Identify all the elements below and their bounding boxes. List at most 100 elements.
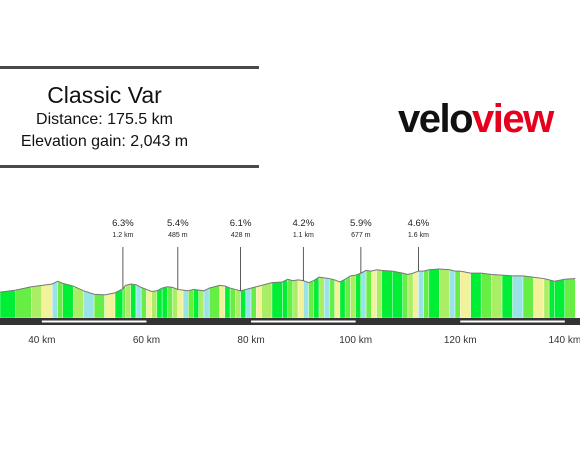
- bottom-rule: [0, 165, 259, 168]
- climb-length-label: 1.6 km: [408, 232, 429, 239]
- gradient-segment: [261, 282, 273, 319]
- gradient-segment: [371, 269, 377, 319]
- climb-length-label: 677 m: [351, 232, 371, 239]
- route-elevation-gain: Elevation gain: 2,043 m: [20, 133, 189, 150]
- gradient-segment: [365, 270, 372, 319]
- veloviewer-logo: veloview: [398, 97, 554, 142]
- gradient-segment: [480, 272, 492, 319]
- gradient-segment: [360, 270, 367, 319]
- gradient-segment: [428, 268, 440, 319]
- gradient-segment: [146, 289, 152, 319]
- gradient-segment: [491, 274, 503, 319]
- gradient-segment: [329, 278, 335, 319]
- gradient-segment: [376, 269, 382, 319]
- gradient-segment: [245, 287, 252, 319]
- gradient-segment: [256, 285, 262, 319]
- gradient-segment: [449, 269, 456, 319]
- gradient-segment: [0, 289, 16, 319]
- gradient-segment: [15, 286, 32, 319]
- gradient-segment: [167, 286, 173, 319]
- distance-bar-stripe: [41, 320, 147, 323]
- gradient-segment: [439, 268, 450, 319]
- gradient-segment: [156, 287, 163, 319]
- gradient-segment: [512, 275, 524, 319]
- gradient-segment: [114, 288, 124, 319]
- x-tick-label: 100 km: [339, 335, 372, 346]
- profile-outline: [0, 268, 576, 296]
- gradient-segment: [141, 287, 147, 319]
- gradient-segment: [344, 275, 351, 319]
- gradient-segment: [350, 274, 356, 319]
- gradient-segment: [412, 270, 419, 319]
- gradient-segment: [224, 285, 231, 319]
- gradient-segment: [219, 285, 226, 319]
- gradient-segment: [282, 278, 288, 319]
- gradient-segment: [292, 279, 299, 319]
- gradient-segment: [564, 278, 576, 319]
- gradient-segment: [381, 270, 393, 319]
- gradient-segment: [423, 269, 430, 319]
- gradient-segment: [177, 289, 184, 319]
- gradient-segment: [83, 290, 95, 319]
- gradient-segment: [62, 283, 74, 319]
- gradient-segment: [454, 270, 461, 319]
- gradient-segment: [460, 270, 471, 319]
- logo-part-velo: velo: [398, 97, 474, 141]
- gradient-segment: [554, 278, 566, 319]
- top-rule: [0, 66, 259, 69]
- gradient-segment: [334, 279, 341, 319]
- climb-length-label: 428 m: [231, 232, 251, 239]
- x-tick-label: 120 km: [444, 335, 477, 346]
- gradient-segment: [287, 278, 294, 319]
- gradient-segment: [355, 272, 362, 319]
- climb-gradient-label: 6.3%: [112, 218, 134, 229]
- gradient-segment: [402, 272, 409, 319]
- x-tick-label: 60 km: [133, 335, 160, 346]
- gradient-segment: [501, 274, 513, 319]
- gradient-segment: [193, 289, 199, 319]
- gradient-segment: [235, 289, 241, 319]
- gradient-segment: [188, 289, 194, 319]
- gradient-segment: [135, 284, 142, 319]
- gradient-segment: [198, 289, 205, 319]
- gradient-segment: [418, 270, 424, 319]
- route-title: Classic Var: [47, 82, 162, 108]
- gradient-segment: [104, 292, 116, 319]
- gradient-segment: [303, 280, 309, 319]
- gradient-segment: [271, 281, 283, 319]
- gradient-segment: [324, 277, 330, 319]
- route-distance: Distance: 175.5 km: [36, 111, 173, 128]
- elevation-profile-chart: 40 km 60 km 80 km 100 km 120 km 140 km 6.3% 1.2…: [0, 218, 580, 346]
- gradient-segment: [297, 279, 304, 319]
- climb-gradient-label: 4.6%: [408, 218, 430, 229]
- gradient-segment: [203, 287, 210, 319]
- gradient-segment: [161, 286, 168, 319]
- gradient-segment: [130, 283, 137, 319]
- gradient-segment: [73, 285, 84, 319]
- x-tick-label: 40 km: [28, 335, 55, 346]
- gradient-segment: [182, 289, 189, 319]
- gradient-segment: [250, 286, 257, 319]
- gradient-segment: [57, 280, 63, 319]
- gradient-segment: [318, 276, 325, 319]
- climb-length-label: 1.1 km: [293, 232, 314, 239]
- gradient-segment: [313, 276, 320, 319]
- gradient-segment: [172, 287, 179, 319]
- gradient-segment: [125, 283, 131, 319]
- gradient-segment: [41, 283, 53, 319]
- gradient-segment: [151, 290, 158, 319]
- climb-gradient-label: 5.9%: [350, 218, 372, 229]
- distance-bar-stripe: [251, 320, 356, 323]
- gradient-segment: [93, 293, 105, 319]
- climb-gradient-label: 5.4%: [167, 218, 189, 229]
- gradient-segment: [533, 276, 545, 319]
- gradient-segment: [31, 285, 43, 319]
- gradient-segment: [392, 270, 403, 319]
- logo-part-view: view: [472, 97, 554, 141]
- route-info-box: Classic Var Distance: 175.5 km Elevation…: [0, 66, 259, 168]
- gradient-segment: [548, 279, 555, 319]
- climb-length-label: 1.2 km: [112, 232, 133, 239]
- climb-length-label: 485 m: [168, 232, 188, 239]
- gradient-segment: [229, 287, 236, 319]
- gradient-segment: [240, 289, 247, 319]
